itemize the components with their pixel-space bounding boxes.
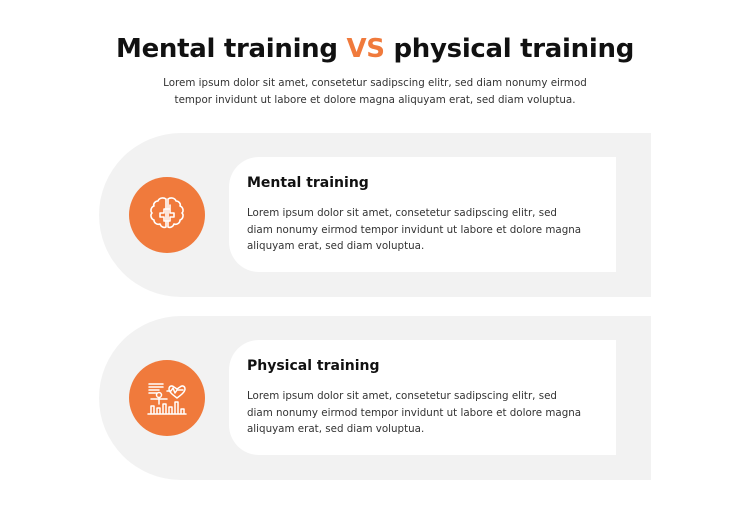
- card-text: Lorem ipsum dolor sit amet, consetetur s…: [247, 207, 582, 252]
- title-vs: VS: [346, 34, 385, 64]
- card-title: Physical training: [247, 358, 380, 374]
- title-text: Mental training: [116, 34, 347, 64]
- feature-card: Physical training Lorem ipsum dolor sit …: [229, 340, 616, 455]
- page-title: Mental training VS physical training: [0, 34, 750, 64]
- title-text: physical training: [384, 34, 634, 64]
- card-title: Mental training: [247, 175, 369, 191]
- feature-panel-physical: Physical training Lorem ipsum dolor sit …: [99, 316, 651, 480]
- card-text: Lorem ipsum dolor sit amet, consetetur s…: [247, 390, 582, 435]
- icon-circle: [129, 177, 205, 253]
- fitness-chart-icon: [147, 383, 187, 415]
- feature-panel-mental: Mental training Lorem ipsum dolor sit am…: [99, 133, 651, 297]
- page-subtitle: Lorem ipsum dolor sit amet, consetetur s…: [163, 77, 587, 106]
- icon-circle: [129, 360, 205, 436]
- brain-icon: [150, 197, 184, 229]
- feature-card: Mental training Lorem ipsum dolor sit am…: [229, 157, 616, 272]
